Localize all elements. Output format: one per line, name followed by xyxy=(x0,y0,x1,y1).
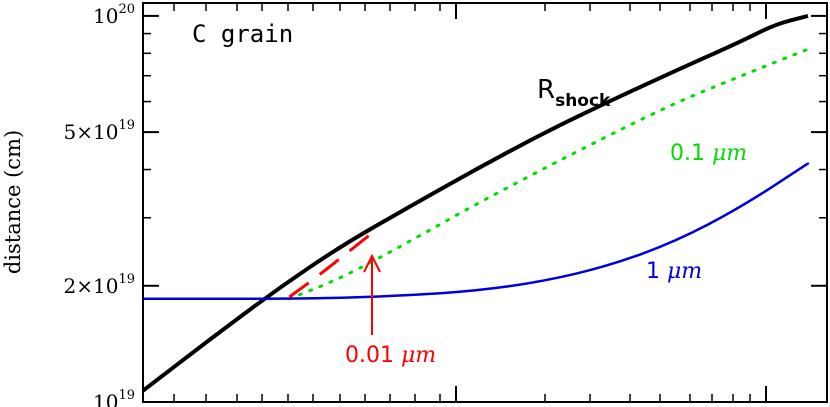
label-0-01-value: 0.01 xyxy=(345,343,394,368)
series-0-1-um xyxy=(287,47,810,301)
series-r-shock xyxy=(141,13,809,393)
label-r-shock-sub: shock xyxy=(555,91,611,111)
arrow-head xyxy=(363,253,381,273)
y-tick-exponent: 20 xyxy=(118,2,135,17)
y-axis-label: distance (cm) xyxy=(1,130,25,274)
y-tick-label: 1019 xyxy=(93,388,135,407)
minor-ticks xyxy=(143,32,827,403)
y-tick-mantissa-base: 10 xyxy=(93,390,118,407)
y-tick-label: 1020 xyxy=(93,2,135,28)
y-tick-label: 2×1019 xyxy=(64,272,135,298)
y-tick-mantissa-base: 2×10 xyxy=(64,274,119,298)
label-0-01-unit: μm xyxy=(401,343,436,368)
y-tick-mantissa-base: 10 xyxy=(93,4,118,28)
y-tick-exponent: 19 xyxy=(118,388,135,403)
chart-title: C grain xyxy=(192,20,293,48)
label-1-um: 1 μm xyxy=(646,259,702,284)
y-axis-ticks xyxy=(143,14,827,403)
series-layer xyxy=(141,13,810,393)
label-0-1-unit: μm xyxy=(712,141,747,166)
y-tick-mantissa-base: 5×10 xyxy=(64,120,119,144)
series-0-01-um xyxy=(288,233,371,299)
series-1-um xyxy=(142,162,810,301)
plot-frame xyxy=(142,2,828,403)
label-r-shock: Rshock xyxy=(537,75,611,111)
y-tick-exponent: 19 xyxy=(118,272,135,287)
label-r-shock-name: R xyxy=(537,75,555,105)
y-tick-label: 5×1019 xyxy=(64,118,135,144)
label-1-value: 1 xyxy=(646,259,660,284)
x-axis-ticks xyxy=(173,3,767,402)
label-0-01-um: 0.01 μm xyxy=(345,343,436,368)
y-tick-exponent: 19 xyxy=(118,118,135,133)
annotation-arrow xyxy=(363,253,381,335)
label-0-1-value: 0.1 xyxy=(670,141,705,166)
label-1-unit: μm xyxy=(667,259,702,284)
label-0-1-um: 0.1 μm xyxy=(670,141,747,166)
